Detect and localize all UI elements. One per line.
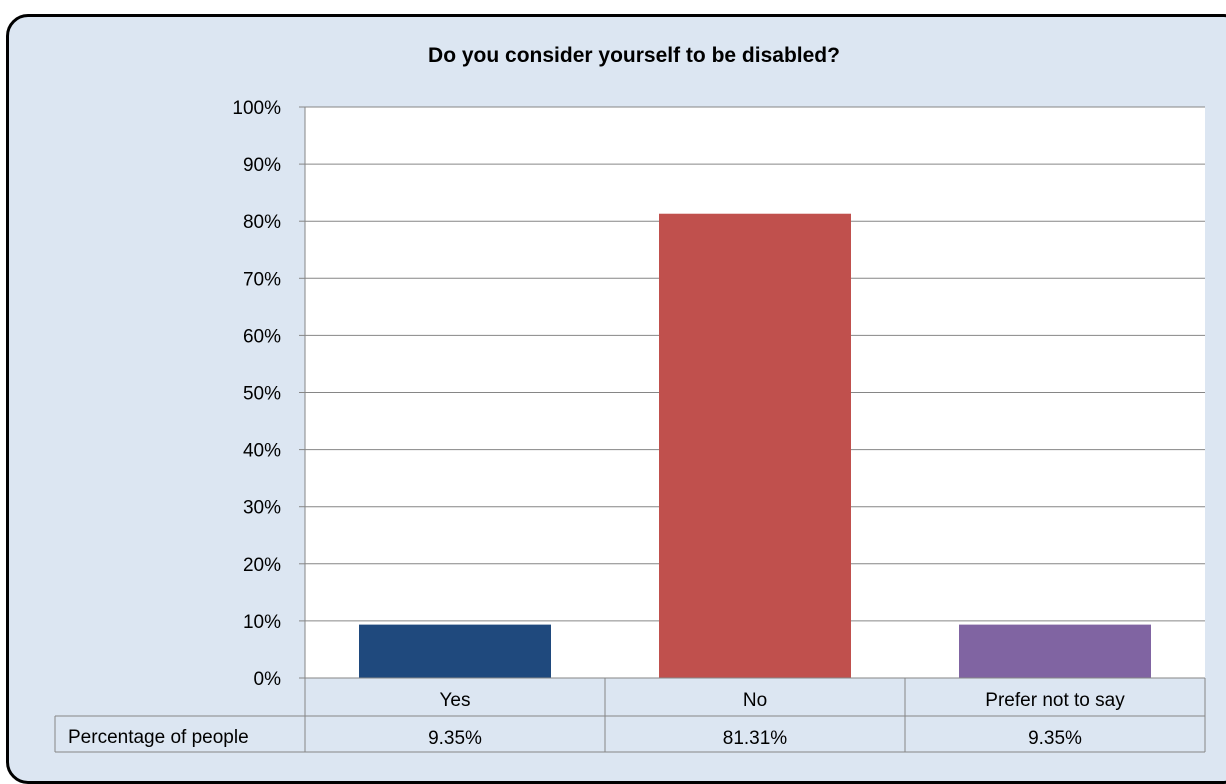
y-tick-label: 80% <box>243 212 281 233</box>
bar <box>659 213 851 678</box>
y-tick-label: 60% <box>243 326 281 347</box>
category-label: No <box>743 690 767 711</box>
data-table: Percentage of people Yes 9.35% No 81.31% Pre… <box>54 677 1206 753</box>
y-tick-label: 30% <box>243 498 281 519</box>
category-label: Yes <box>440 690 471 711</box>
chart-title: Do you consider yourself to be disabled? <box>428 44 840 67</box>
y-axis-ticks: 0% 10% 20% 30% 40% 50% 60% 70% 80% 90% 100% <box>232 98 281 690</box>
y-tick-label: 20% <box>243 555 281 576</box>
bar <box>359 624 551 678</box>
data-label: 9.35% <box>428 728 482 749</box>
y-tick-label: 50% <box>243 384 281 405</box>
data-label: 81.31% <box>723 728 788 749</box>
bars <box>359 213 1151 678</box>
series-label: Percentage of people <box>68 727 249 748</box>
y-tick-label: 70% <box>243 269 281 290</box>
bar <box>959 624 1151 678</box>
y-tick-label: 0% <box>254 669 282 690</box>
data-label: 9.35% <box>1028 728 1082 749</box>
y-tick-label: 10% <box>243 612 281 633</box>
y-tick-label: 100% <box>232 98 281 119</box>
y-tick-label: 40% <box>243 441 281 462</box>
chart: Do you consider yourself to be disabled?… <box>54 44 1206 753</box>
category-label: Prefer not to say <box>985 690 1125 711</box>
y-tick-label: 90% <box>243 155 281 176</box>
